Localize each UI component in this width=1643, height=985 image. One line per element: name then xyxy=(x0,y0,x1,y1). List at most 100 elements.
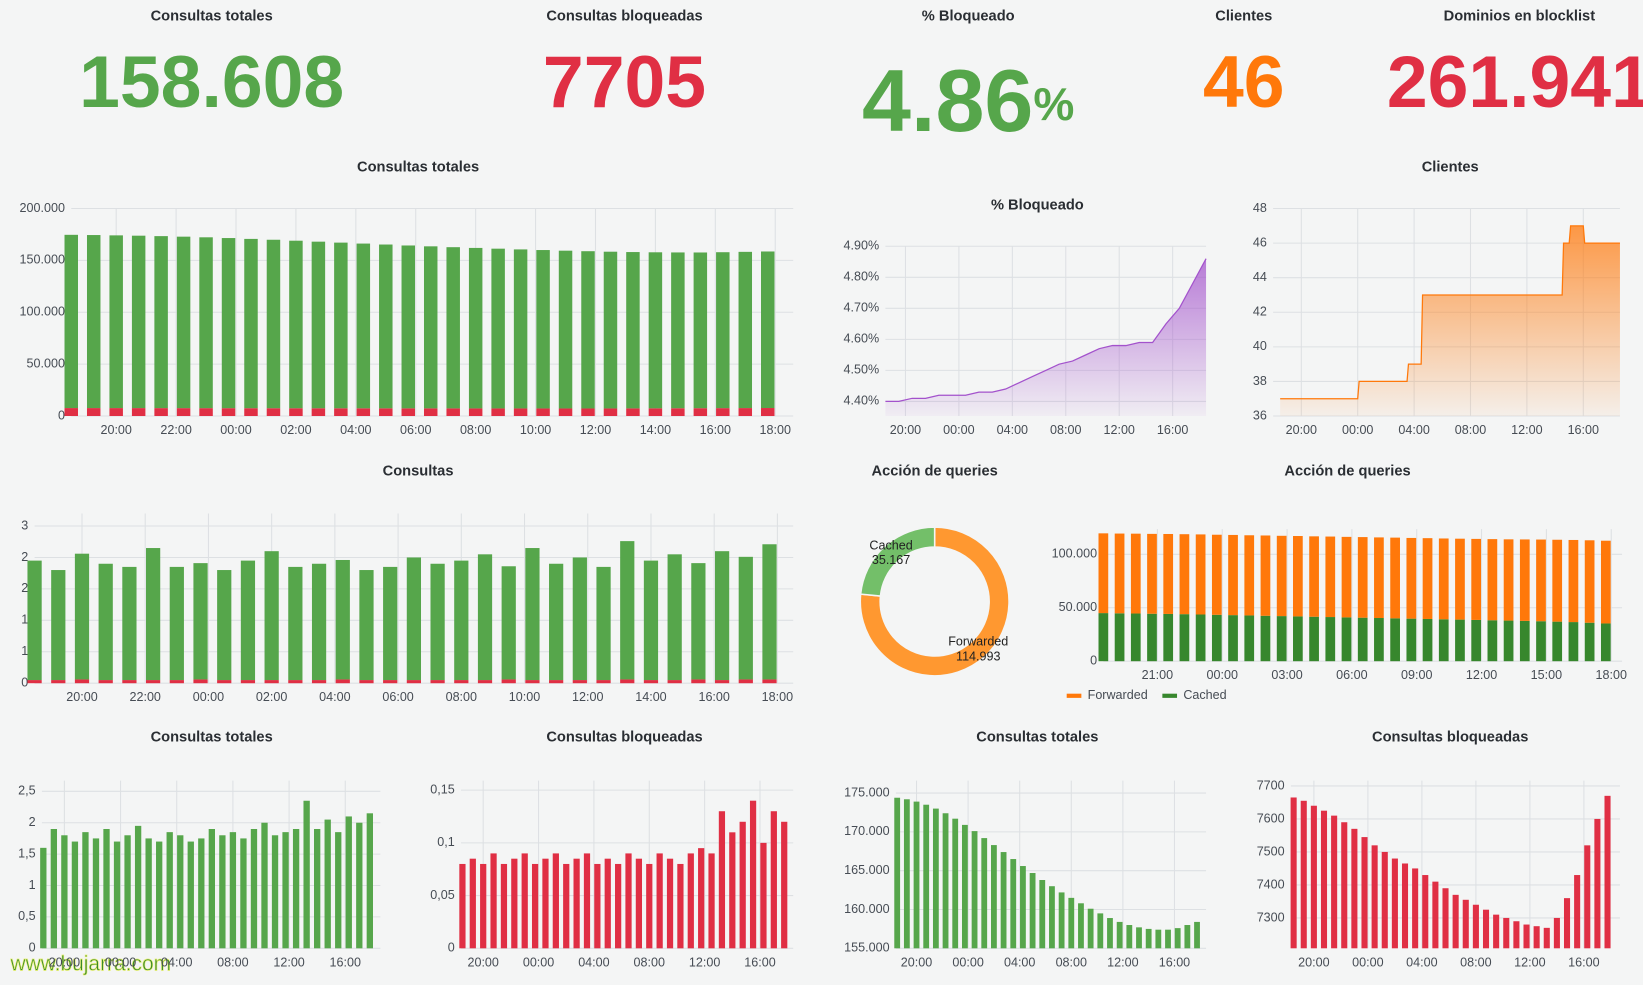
bar xyxy=(1211,534,1222,615)
bar xyxy=(334,408,348,417)
y-tick-label: 1,5 xyxy=(18,846,35,860)
x-tick-label: 08:00 xyxy=(217,955,248,969)
x-tick-label: 20:00 xyxy=(467,955,498,969)
bar xyxy=(677,863,684,949)
bar xyxy=(1553,917,1560,949)
bar xyxy=(480,863,487,949)
y-tick-label: 4.50% xyxy=(844,363,880,377)
bar xyxy=(154,408,168,417)
bar xyxy=(1563,898,1571,949)
bar xyxy=(311,408,326,417)
bar xyxy=(468,408,483,417)
bar xyxy=(1163,533,1174,614)
x-tick-label: 08:00 xyxy=(634,955,665,969)
bar xyxy=(208,829,216,949)
bar xyxy=(635,858,643,949)
legend-swatch xyxy=(1066,693,1082,698)
y-tick-label: 3 xyxy=(21,518,28,532)
bar xyxy=(266,408,281,417)
bar xyxy=(648,408,663,417)
x-tick-label: 08:00 xyxy=(460,423,491,437)
bar xyxy=(109,235,123,409)
bar xyxy=(401,408,416,417)
x-tick-label: 04:00 xyxy=(1398,423,1429,437)
bar xyxy=(311,241,326,409)
bar xyxy=(903,799,910,949)
x-tick-label: 14:00 xyxy=(635,690,666,704)
bar xyxy=(1406,618,1417,662)
bar xyxy=(1341,822,1348,949)
x-tick-label: 08:00 xyxy=(1455,423,1486,437)
y-tick-label: 200.000 xyxy=(20,201,65,215)
bar xyxy=(1010,859,1017,949)
bar xyxy=(708,853,715,949)
stat-number: 4.86 xyxy=(862,51,1033,150)
bar xyxy=(187,841,194,949)
bar xyxy=(1290,797,1297,949)
line xyxy=(1280,225,1620,400)
bar xyxy=(596,566,611,681)
bar xyxy=(198,838,205,949)
y-tick-label: 4.60% xyxy=(844,332,880,346)
bar xyxy=(98,680,113,684)
x-tick-label: 10:00 xyxy=(509,690,540,704)
bar xyxy=(1503,917,1510,949)
slice-label: Forwarded xyxy=(948,635,1008,649)
slice-label: Cached xyxy=(869,538,912,552)
bar xyxy=(1432,881,1439,949)
x-tick-label: 20:00 xyxy=(890,423,921,437)
bar xyxy=(500,863,508,949)
bar xyxy=(596,680,611,684)
bar xyxy=(583,853,591,949)
bar xyxy=(667,680,682,684)
bar xyxy=(61,835,68,949)
bar xyxy=(581,408,595,417)
bar xyxy=(1503,539,1514,621)
bar xyxy=(513,408,528,417)
x-tick-label: 00:00 xyxy=(220,423,251,437)
bar xyxy=(572,557,587,681)
bar xyxy=(1184,925,1191,949)
bar xyxy=(952,818,959,949)
bar xyxy=(1536,539,1546,622)
area xyxy=(1280,225,1620,417)
bar xyxy=(193,563,208,680)
y-tick-label: 0 xyxy=(29,941,36,955)
bar xyxy=(1174,928,1181,949)
bar xyxy=(1211,614,1222,662)
y-tick-label: 0 xyxy=(1090,654,1097,668)
line xyxy=(885,258,1207,403)
bar xyxy=(1442,888,1449,949)
bar xyxy=(1568,539,1579,623)
bar xyxy=(199,237,213,409)
y-tick-label: 1 xyxy=(29,878,36,892)
bar xyxy=(666,858,674,949)
bar xyxy=(1471,619,1482,662)
y-tick-label: 4.40% xyxy=(844,394,880,408)
bar xyxy=(314,829,321,949)
bar xyxy=(289,408,303,417)
bar xyxy=(1519,539,1530,621)
panel-title: Consultas xyxy=(383,463,454,479)
bar xyxy=(1543,927,1550,949)
y-tick-label: 0,15 xyxy=(430,782,454,796)
stat-title: Consultas totales xyxy=(151,9,273,25)
y-tick-label: 155.000 xyxy=(844,941,889,955)
bar xyxy=(1568,622,1579,662)
bar xyxy=(1438,538,1449,620)
area xyxy=(885,258,1207,417)
bar xyxy=(738,556,753,680)
bar xyxy=(698,848,705,949)
bar xyxy=(193,679,208,684)
bar xyxy=(693,408,708,417)
y-tick-label: 165.000 xyxy=(844,863,889,877)
bar xyxy=(50,829,58,949)
bar xyxy=(1513,921,1520,949)
bar xyxy=(1351,828,1358,949)
bar xyxy=(1068,897,1075,949)
bar xyxy=(552,853,559,949)
bar xyxy=(199,408,213,417)
bar xyxy=(1422,538,1433,619)
y-tick-label: 0 xyxy=(58,408,65,422)
bar xyxy=(311,563,327,681)
